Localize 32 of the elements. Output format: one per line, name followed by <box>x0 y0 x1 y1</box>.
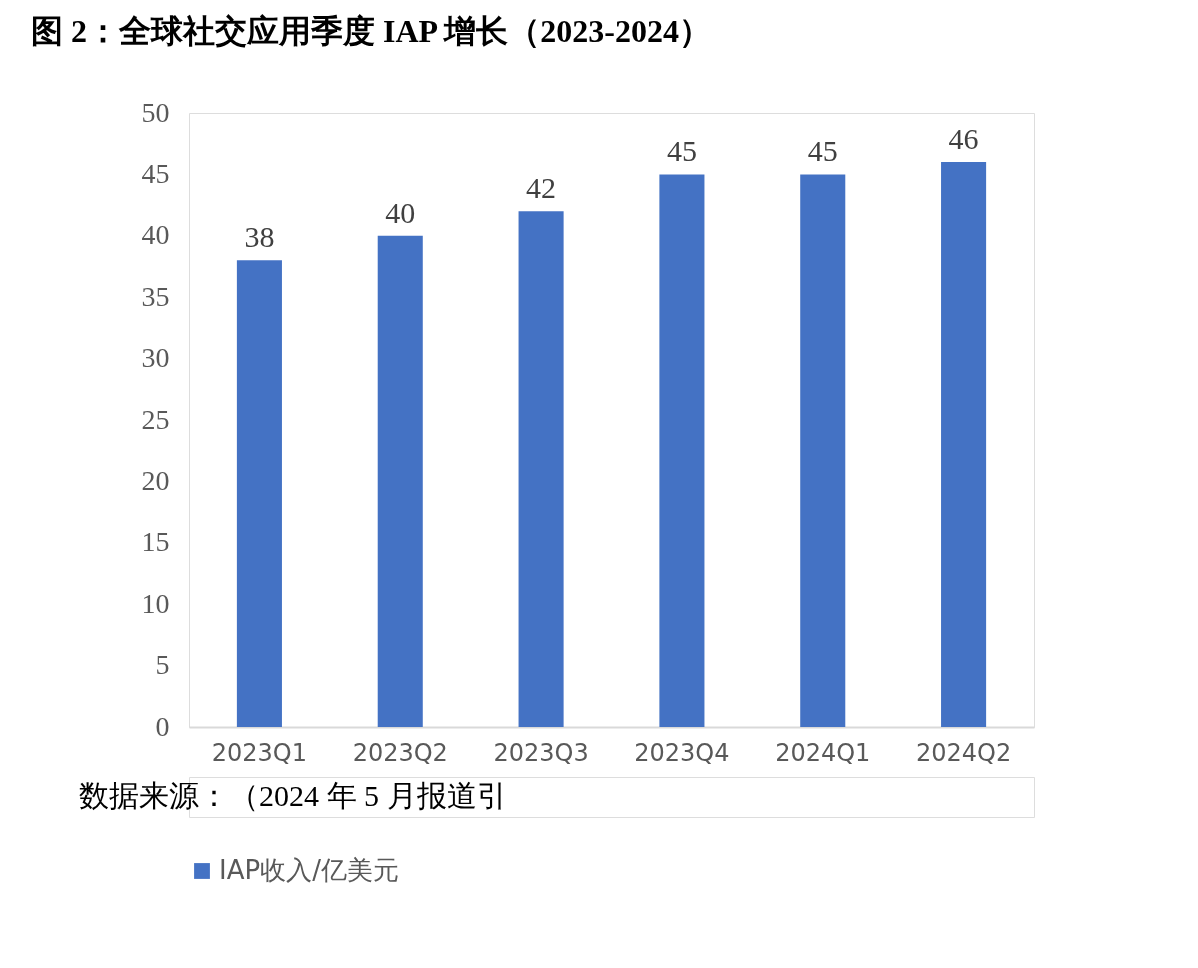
bar <box>659 174 705 727</box>
source-note: 数据来源：（2024 年 5 月报道引 <box>79 779 507 812</box>
y-tick-label: 25 <box>141 403 170 435</box>
y-tick-label: 0 <box>155 710 170 742</box>
x-tick-label: 2024Q2 <box>915 738 1012 767</box>
data-label: 46 <box>948 122 979 156</box>
x-tick-label: 2024Q1 <box>775 738 871 767</box>
data-label: 40 <box>385 195 416 229</box>
x-tick-label: 2023Q2 <box>352 738 448 767</box>
data-label: 38 <box>244 220 275 254</box>
data-label: 42 <box>526 171 557 205</box>
y-tick-label: 20 <box>141 464 170 496</box>
x-tick-label: 2023Q4 <box>634 738 730 767</box>
chart-title: 图 2：全球社交应用季度 IAP 增长（2023-2024） <box>31 13 711 49</box>
data-label: 45 <box>807 134 838 168</box>
bar <box>941 162 987 727</box>
y-tick-label: 15 <box>141 526 170 558</box>
x-tick-label: 2023Q1 <box>211 738 308 767</box>
y-tick-label: 30 <box>141 342 170 374</box>
y-tick-label: 45 <box>141 157 170 189</box>
y-tick-label: 35 <box>141 280 170 312</box>
y-tick-label: 50 <box>141 96 170 128</box>
bar <box>377 235 423 727</box>
legend-label: IAP收入/亿美元 <box>219 855 399 885</box>
x-tick-label: 2023Q3 <box>493 738 589 767</box>
data-label: 45 <box>666 134 697 168</box>
bar <box>518 211 564 727</box>
y-tick-label: 5 <box>155 649 170 681</box>
y-tick-label: 10 <box>141 587 170 619</box>
bar <box>800 174 846 727</box>
bar <box>236 260 282 727</box>
y-tick-label: 40 <box>141 219 170 251</box>
